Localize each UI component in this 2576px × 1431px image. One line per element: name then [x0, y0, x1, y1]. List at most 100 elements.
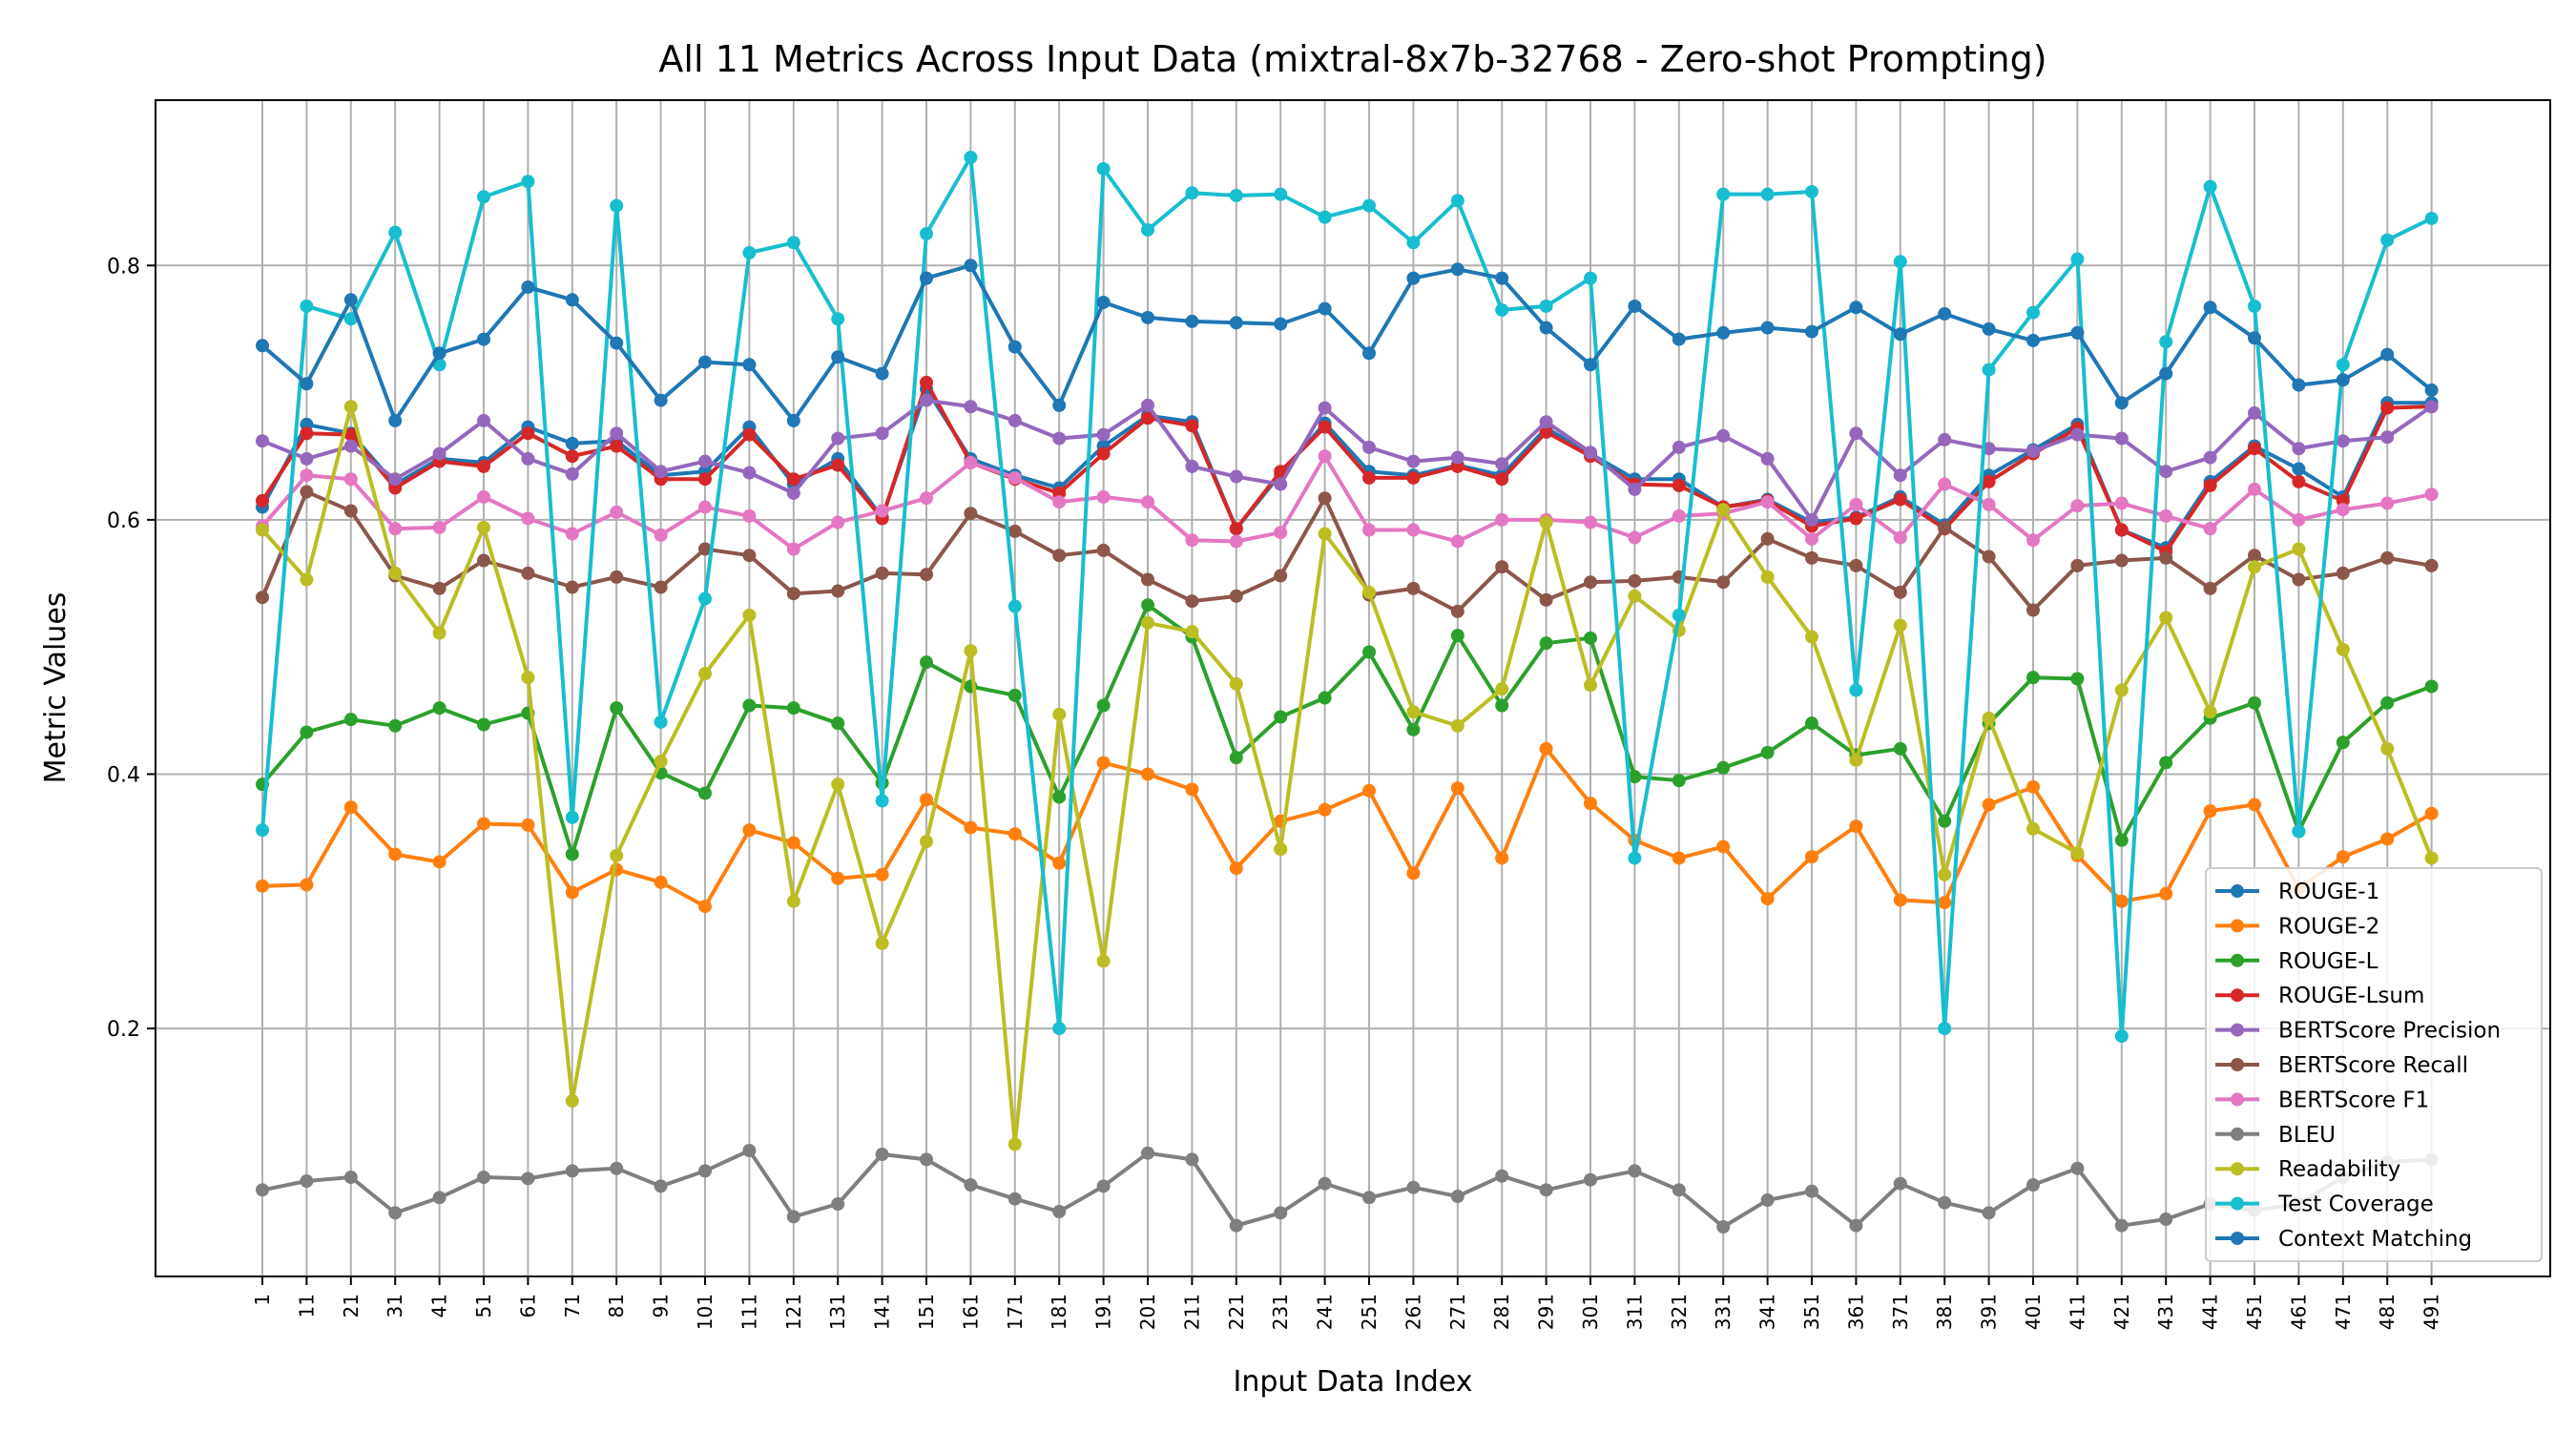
legend-swatch-marker: [2231, 988, 2244, 1003]
data-point: [388, 522, 403, 536]
data-point: [1849, 753, 1863, 767]
data-point: [432, 855, 447, 869]
data-point: [1229, 861, 1243, 876]
data-point: [1849, 301, 1863, 315]
data-point: [1052, 1022, 1067, 1036]
data-point: [1096, 446, 1111, 461]
legend-item: ROUGE-Lsum: [2215, 984, 2424, 1008]
data-point: [1938, 1022, 1952, 1036]
legend-swatch-marker: [2231, 1092, 2244, 1107]
x-tick-label: 321: [1668, 1294, 1691, 1330]
data-point: [2114, 553, 2129, 568]
data-point: [654, 528, 668, 542]
data-point: [875, 794, 889, 808]
data-point: [1849, 683, 1863, 697]
legend-item: ROUGE-2: [2215, 914, 2379, 939]
data-point: [2292, 378, 2306, 392]
data-point: [1052, 431, 1067, 446]
series-line: [261, 1149, 2432, 1229]
y-axis-ticks: 0.2 0.4 0.6 0.8: [107, 255, 156, 1042]
data-point: [2114, 894, 2129, 908]
data-point: [1938, 867, 1952, 881]
data-point: [1185, 314, 1199, 328]
data-point: [1805, 531, 1818, 546]
x-tick-label: 141: [871, 1294, 894, 1330]
data-point: [565, 1094, 579, 1109]
x-tick-label: 361: [1844, 1294, 1867, 1330]
data-point: [1893, 255, 1907, 269]
legend-item: BLEU: [2215, 1123, 2336, 1148]
data-point: [1141, 615, 1154, 630]
data-point: [1982, 1206, 1996, 1220]
data-point: [2070, 252, 2085, 266]
data-point: [875, 1148, 889, 1162]
data-point: [1672, 508, 1686, 523]
series-layer: [256, 150, 2439, 1234]
data-point: [1849, 1218, 1863, 1233]
data-point: [1805, 630, 1818, 644]
data-point: [742, 549, 757, 563]
series-line: [260, 386, 2432, 550]
data-point: [2248, 695, 2261, 710]
data-point: [1849, 511, 1863, 526]
data-point: [256, 339, 269, 353]
x-tick-label: 221: [1225, 1294, 1248, 1330]
data-point: [2424, 679, 2439, 694]
data-point: [2336, 373, 2350, 387]
data-point: [256, 879, 269, 893]
data-point: [1274, 477, 1288, 491]
legend-label: Readability: [2278, 1157, 2400, 1182]
data-point: [2114, 1029, 2129, 1044]
data-point: [1938, 520, 1952, 534]
data-point: [1539, 592, 1553, 607]
data-point: [698, 1164, 712, 1178]
data-point: [1760, 531, 1775, 546]
data-point: [964, 820, 978, 835]
x-tick-label: 301: [1579, 1294, 1602, 1330]
x-tick-label: 41: [428, 1294, 451, 1317]
data-point: [2292, 442, 2306, 456]
data-point: [1672, 608, 1686, 622]
y-tick-label: 0.8: [107, 255, 140, 279]
data-point: [432, 346, 447, 361]
data-point: [1716, 760, 1731, 775]
data-point: [1274, 842, 1288, 857]
data-point: [1716, 428, 1731, 443]
data-point: [698, 542, 712, 556]
data-point: [698, 667, 712, 681]
data-point: [698, 786, 712, 800]
data-point: [831, 431, 845, 446]
data-point: [1893, 893, 1907, 907]
data-point: [2424, 558, 2439, 572]
data-point: [610, 701, 624, 716]
data-point: [2292, 572, 2306, 587]
data-point: [1760, 451, 1775, 466]
data-point: [1318, 420, 1332, 434]
legend-swatch-marker: [2231, 919, 2244, 933]
x-tick-label: 151: [915, 1294, 938, 1330]
data-point: [388, 225, 403, 239]
series-context-matching: [256, 259, 2439, 427]
data-point: [1982, 321, 1996, 336]
data-point: [1982, 711, 1996, 725]
x-tick-label: 251: [1358, 1294, 1381, 1330]
data-point: [1584, 515, 1597, 529]
data-point: [831, 350, 845, 364]
data-point: [786, 542, 800, 556]
data-point: [1229, 188, 1243, 202]
data-point: [1938, 432, 1952, 446]
legend-item: BERTScore Precision: [2215, 1019, 2501, 1044]
legend-item: BERTScore Recall: [2215, 1053, 2468, 1078]
data-point: [1495, 302, 1509, 317]
data-point: [2203, 179, 2217, 194]
data-point: [432, 701, 447, 716]
data-point: [1450, 194, 1465, 208]
data-point: [2026, 333, 2040, 347]
data-point: [2336, 434, 2350, 448]
data-point: [1495, 271, 1509, 285]
data-point: [1274, 187, 1288, 201]
data-point: [2203, 522, 2217, 536]
data-point: [477, 489, 490, 504]
data-point: [654, 580, 668, 594]
series-line: [261, 746, 2433, 909]
